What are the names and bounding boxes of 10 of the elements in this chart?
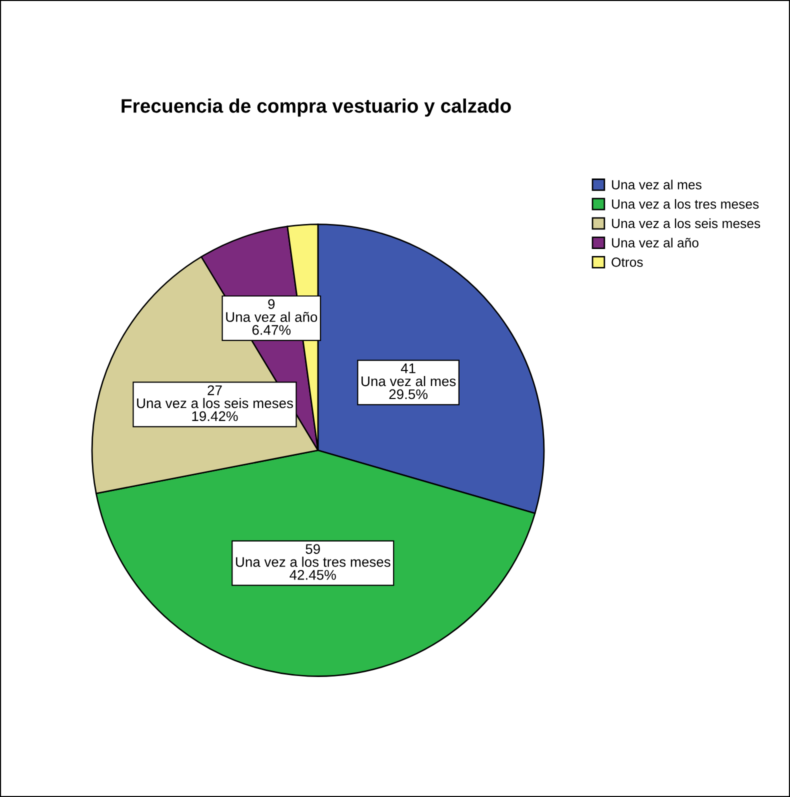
- legend-label: Una vez a los tres meses: [612, 199, 759, 209]
- chart-title: Frecuencia de compra vestuario y calzado: [122, 98, 511, 117]
- data-label: 59 Una vez a los tres meses 42.45%: [236, 544, 390, 580]
- data-label: 9 Una vez al año 6.47%: [226, 299, 318, 335]
- legend-label: Una vez a los seis meses: [612, 218, 760, 228]
- legend-label: Una vez al mes: [612, 180, 702, 190]
- legend-label: Una vez al año: [612, 238, 698, 248]
- legend-label: Otros: [612, 258, 643, 267]
- data-label: 41 Una vez al mes 29.5%: [362, 364, 456, 400]
- data-label: 27 Una vez a los seis meses 19.42%: [137, 385, 293, 422]
